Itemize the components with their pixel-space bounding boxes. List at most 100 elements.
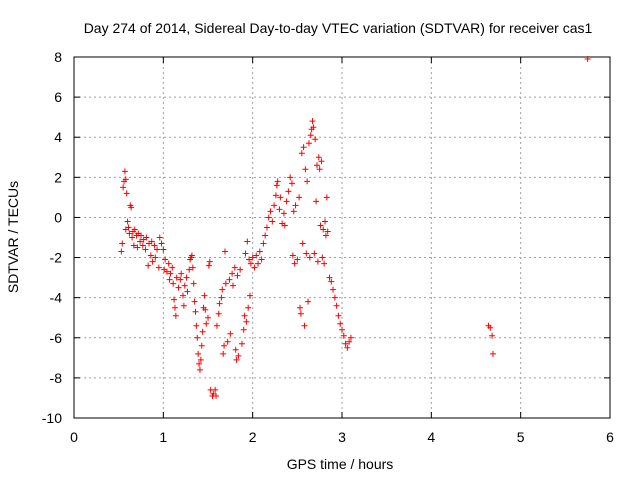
data-point <box>290 208 297 215</box>
data-point <box>303 250 310 257</box>
y-tick-label: -8 <box>50 370 63 386</box>
data-point <box>124 218 131 225</box>
data-point <box>302 166 309 173</box>
data-point <box>265 214 272 221</box>
data-point <box>165 260 172 267</box>
data-point <box>245 304 252 311</box>
data-point <box>240 326 247 333</box>
y-tick-label: 6 <box>54 89 62 105</box>
x-tick-label: 0 <box>70 429 78 445</box>
data-point <box>326 274 333 281</box>
data-point <box>188 252 195 259</box>
data-point <box>151 242 158 249</box>
data-point <box>322 218 329 225</box>
data-point <box>331 294 338 301</box>
data-point <box>323 194 330 201</box>
data-point <box>227 330 234 337</box>
x-tick-labels: 0 1 2 3 4 5 6 <box>70 429 614 445</box>
data-point <box>129 234 136 241</box>
data-point <box>169 264 176 271</box>
data-point <box>335 312 342 319</box>
data-point <box>166 276 173 283</box>
data-point <box>226 276 233 283</box>
y-tick-label: -4 <box>50 290 63 306</box>
data-point <box>160 246 167 253</box>
data-point <box>322 232 329 239</box>
data-point <box>249 254 256 261</box>
data-point <box>189 264 196 271</box>
data-point <box>205 314 211 321</box>
data-point <box>216 300 223 307</box>
data-point <box>267 208 274 215</box>
data-point <box>191 298 198 305</box>
data-point <box>171 304 178 311</box>
data-points <box>118 56 591 399</box>
data-point <box>301 322 308 329</box>
data-point <box>269 218 276 225</box>
data-point <box>170 280 177 287</box>
data-point <box>184 288 191 295</box>
data-point <box>292 202 299 209</box>
data-point <box>155 264 162 271</box>
data-point <box>193 322 200 329</box>
data-point <box>235 352 242 359</box>
data-point <box>247 260 254 267</box>
data-point <box>243 318 250 325</box>
data-point <box>318 158 325 165</box>
data-point <box>309 118 316 125</box>
data-point <box>256 248 263 255</box>
data-point <box>128 204 135 211</box>
data-point <box>199 328 206 335</box>
data-point <box>273 182 280 189</box>
data-point <box>205 262 212 269</box>
data-point <box>253 252 260 259</box>
data-point <box>241 312 248 319</box>
data-point <box>262 232 269 239</box>
data-point <box>175 284 182 291</box>
x-tick-label: 3 <box>338 429 346 445</box>
y-tick-label: 8 <box>54 49 62 65</box>
data-point <box>232 346 239 353</box>
data-point <box>212 386 219 393</box>
data-point <box>255 260 262 267</box>
data-point <box>142 246 149 253</box>
data-point <box>196 366 203 373</box>
data-point <box>131 226 138 233</box>
y-axis-label: SDTVAR / TECUs <box>5 181 21 293</box>
y-tick-label: -2 <box>50 250 63 266</box>
data-point <box>222 280 229 287</box>
data-point <box>218 294 225 301</box>
data-point <box>316 166 323 173</box>
data-point <box>314 258 321 265</box>
data-point <box>138 232 144 239</box>
data-point <box>201 292 208 299</box>
data-point <box>242 250 249 257</box>
data-point <box>162 256 169 263</box>
data-point <box>276 206 283 213</box>
data-point <box>130 242 137 249</box>
data-point <box>340 332 347 339</box>
data-point <box>584 56 591 63</box>
data-point <box>196 360 203 367</box>
data-point <box>339 326 345 333</box>
data-point <box>125 224 132 231</box>
data-point <box>158 240 165 247</box>
data-point <box>244 238 251 245</box>
data-point <box>147 252 154 259</box>
data-point <box>291 260 298 267</box>
x-tick-label: 2 <box>249 429 257 445</box>
data-point <box>145 262 152 269</box>
data-point <box>297 310 304 317</box>
y-tick-labels: -10 -8 -6 -4 -2 0 2 4 6 8 <box>42 49 62 426</box>
data-point <box>487 324 494 331</box>
data-point <box>143 234 150 241</box>
data-point <box>271 202 278 209</box>
y-tick-label: 0 <box>54 209 62 225</box>
data-point <box>283 198 290 205</box>
data-point <box>230 282 237 289</box>
data-point <box>190 280 197 287</box>
plot-frame <box>73 56 611 419</box>
data-point <box>307 132 314 139</box>
data-point <box>172 312 179 319</box>
data-point <box>197 356 204 363</box>
